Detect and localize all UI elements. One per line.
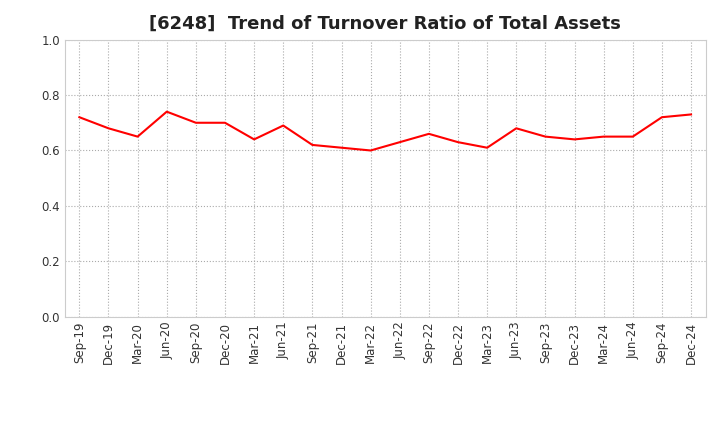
Title: [6248]  Trend of Turnover Ratio of Total Assets: [6248] Trend of Turnover Ratio of Total … (149, 15, 621, 33)
